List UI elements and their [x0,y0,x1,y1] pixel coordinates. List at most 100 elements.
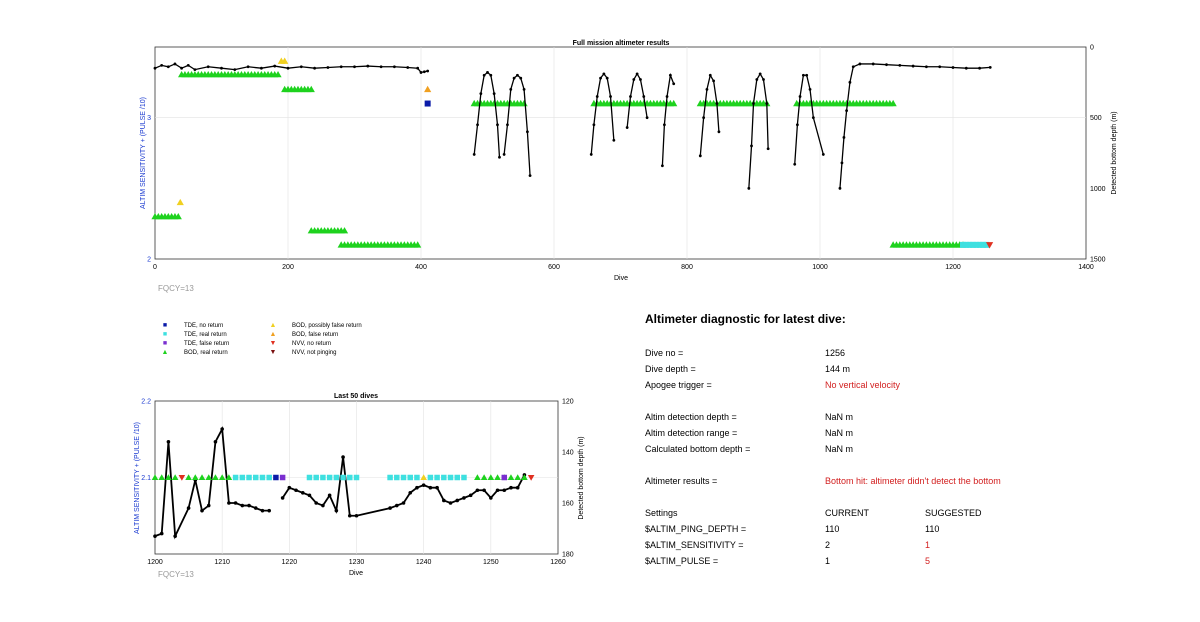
depth-point [712,79,715,83]
marker-point [427,474,434,481]
altim-depth-row: Altim detection depth = NaN m [645,412,1125,424]
marker-point [414,241,422,248]
results-value: Bottom hit: altimeter didn't detect the … [825,476,1001,486]
depth-point [472,153,476,156]
depth-point [951,66,955,69]
depth-point [300,491,305,495]
depth-point [509,88,513,91]
depth-point [766,147,770,151]
marker-point [521,474,528,480]
marker-point [979,241,986,248]
depth-line [661,72,675,166]
depth-point [502,488,507,493]
depth-point [639,78,642,81]
marker-legend: ■ TDE, no return ■ TDE, real return ■ TDE, fa… [160,322,400,362]
marker-point [394,474,400,481]
depth-point [842,136,846,139]
depth-point [166,440,171,444]
depth-point [765,102,769,105]
depth-point [492,92,496,96]
depth-point [717,130,721,134]
marker-point [424,100,431,107]
depth-point [522,88,526,91]
marker-point [212,474,219,480]
depth-point [605,76,609,80]
dive-depth-label: Dive depth = [645,364,696,374]
depth-point [805,73,809,77]
marker-point [281,57,289,64]
marker-point [976,241,983,248]
marker-point [973,241,980,248]
depth-point [406,66,410,69]
x-tick-label: 1200 [945,264,961,271]
marker-point [151,474,159,480]
depth-point [898,63,902,67]
depth-line [748,72,769,189]
marker-point [218,474,226,480]
depth-point [871,62,875,66]
legend-label: TDE, no return [184,323,224,329]
depth-point [512,76,516,80]
marker-point [474,474,481,480]
altim-depth-value: NaN m [825,412,854,422]
depth-point [354,513,359,518]
marker-point [165,474,172,480]
y-right-tick-label: 160 [562,501,574,508]
marker-point [889,99,897,107]
depth-point [395,503,399,508]
depth-point [599,76,602,80]
depth-point [858,62,862,66]
marker-point [259,474,266,481]
x-tick-label: 1220 [282,559,298,566]
depth-point [233,501,238,505]
depth-point [294,488,298,493]
x-tick-label: 1230 [349,559,365,566]
setting-current: 110 [825,524,840,534]
marker-point [232,474,239,481]
depth-point [660,164,664,168]
depth-point [326,66,330,69]
depth-point [838,186,842,190]
depth-point [845,109,848,112]
depth-point [964,66,968,70]
marker-point [487,474,495,480]
y-left-tick-label: 2.2 [141,399,151,406]
top-depth-lines [153,62,992,190]
top-chart-title: Full mission altimeter results [573,40,670,47]
bottom-xlabel: Dive [349,570,363,577]
dive-depth-row: Dive depth = 144 m [645,364,1125,376]
depth-point [401,501,406,505]
x-tick-label: 1210 [214,559,230,566]
depth-point [408,491,413,495]
depth-point [186,506,191,510]
marker-point [266,474,272,481]
depth-point [609,95,612,98]
marker-point [279,474,286,481]
y-left-tick-label: 3 [147,115,151,122]
depth-point [840,161,844,165]
marker-point [454,474,460,481]
marker-point [313,474,319,481]
marker-point [959,241,966,248]
depth-point [885,63,888,67]
depth-point [482,488,486,493]
bottom-markers [151,474,535,481]
y-right-tick-label: 1000 [1090,186,1106,193]
y-right-tick-label: 1500 [1090,257,1106,264]
marker-point [192,474,199,480]
x-tick-label: 1200 [147,559,163,566]
depth-point [476,123,479,127]
calc-depth-value: NaN m [825,444,854,454]
depth-line [281,456,526,517]
legend-symbol-icon: ▲ [161,349,169,356]
marker-point [969,241,976,248]
depth-point [206,503,211,508]
depth-point [705,88,709,91]
depth-point [334,508,339,513]
setting-current: 2 [825,540,831,550]
depth-point [752,102,755,105]
depth-point [708,73,712,77]
depth-point [632,78,636,81]
depth-point [798,95,802,98]
depth-point [672,82,676,86]
